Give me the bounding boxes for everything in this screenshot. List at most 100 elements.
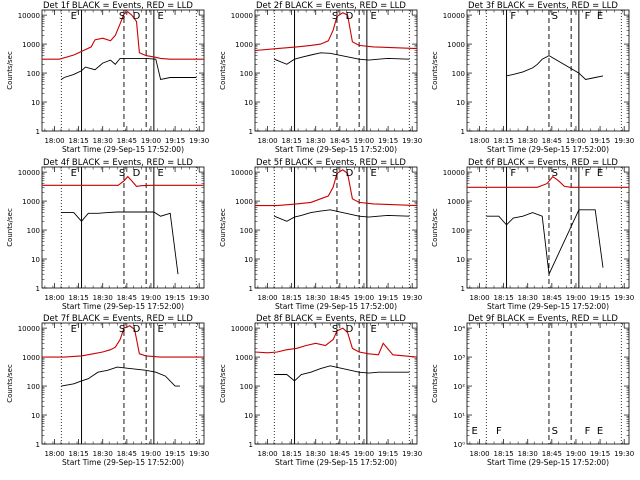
x-tick-label: 19:00	[566, 137, 586, 145]
x-tick-label: 19:30	[189, 137, 209, 145]
plot-frame	[254, 9, 418, 132]
panel-title: Det 7f BLACK = Events, RED = LLD	[43, 314, 193, 324]
y-tick-label: 1000	[447, 198, 465, 206]
y-axis-label: Counts/sec	[6, 51, 14, 90]
x-tick-label: 19:30	[614, 294, 634, 302]
y-axis-label: Counts/sec	[431, 364, 439, 403]
x-tick-label: 19:30	[614, 137, 634, 145]
panel-title: Det 9f BLACK = Events, RED = LLD	[468, 314, 618, 324]
x-tick-label: 18:45	[117, 294, 137, 302]
x-tick-label: 18:00	[469, 294, 489, 302]
lld-series-line	[254, 12, 418, 52]
x-tick-label: 19:15	[590, 137, 610, 145]
y-tick-label: 10000	[443, 169, 465, 177]
x-tick-label: 18:30	[518, 137, 538, 145]
mode-marker: F	[585, 168, 591, 179]
panel-title: Det 6f BLACK = Events, RED = LLD	[468, 158, 618, 168]
mode-marker: E	[71, 168, 77, 179]
x-tick-label: 19:30	[402, 137, 422, 145]
y-axis-label: Counts/sec	[219, 208, 227, 247]
plot-frame	[466, 322, 630, 445]
x-tick-label: 18:15	[69, 137, 89, 145]
x-tick-label: 18:30	[93, 450, 113, 458]
x-tick-label: 19:15	[165, 137, 185, 145]
mode-marker: E	[597, 426, 603, 437]
mode-marker: F	[585, 11, 591, 22]
y-tick-label: 10	[456, 256, 465, 264]
mode-marker: E	[370, 11, 376, 22]
x-tick-label: 18:00	[469, 450, 489, 458]
x-tick-label: 18:15	[494, 294, 514, 302]
x-tick-label: 19:00	[354, 294, 374, 302]
y-tick-label: 1000	[235, 198, 253, 206]
x-axis-label: Start Time (29-Sep-15 17:52:00)	[275, 145, 397, 154]
x-tick-label: 19:30	[189, 450, 209, 458]
x-tick-label: 18:00	[257, 450, 277, 458]
events-series-line	[486, 209, 604, 276]
panel-det-5: Det 5f BLACK = Events, RED = LLD 1 10 100 10…	[219, 158, 422, 311]
y-tick-label: 100	[240, 227, 253, 235]
mode-marker: E	[472, 426, 478, 437]
x-tick-label: 19:30	[189, 294, 209, 302]
x-tick-label: 18:30	[306, 294, 326, 302]
x-axis-label: Start Time (29-Sep-15 17:52:00)	[487, 458, 609, 467]
y-tick-label: 10000	[231, 325, 253, 333]
y-axis-label: Counts/sec	[431, 208, 439, 247]
panel-title: Det 1f BLACK = Events, RED = LLD	[43, 1, 193, 11]
y-tick-label: 1	[36, 128, 40, 136]
x-axis-label: Start Time (29-Sep-15 17:52:00)	[275, 458, 397, 467]
x-tick-label: 19:15	[378, 294, 398, 302]
panel-title: Det 3f BLACK = Events, RED = LLD	[468, 1, 618, 11]
plot-frame	[466, 9, 630, 132]
lld-series-line	[467, 175, 629, 188]
x-tick-label: 18:00	[44, 294, 64, 302]
y-tick-label: 100	[240, 383, 253, 391]
y-tick-label: 10²	[453, 383, 465, 391]
x-tick-label: 19:30	[614, 450, 634, 458]
x-tick-label: 18:45	[330, 294, 350, 302]
x-tick-label: 18:15	[494, 137, 514, 145]
x-tick-label: 19:00	[566, 450, 586, 458]
y-tick-label: 100	[240, 70, 253, 78]
x-tick-label: 18:45	[330, 450, 350, 458]
events-series-line	[274, 209, 410, 222]
y-tick-label: 10¹	[453, 412, 465, 420]
y-axis-label: Counts/sec	[219, 51, 227, 90]
mode-marker: D	[133, 168, 141, 179]
y-tick-label: 10000	[231, 169, 253, 177]
mode-marker: D	[346, 324, 354, 335]
mode-marker: F	[510, 168, 516, 179]
x-tick-label: 19:15	[590, 294, 610, 302]
y-axis-label: Counts/sec	[219, 364, 227, 403]
x-tick-label: 18:30	[306, 137, 326, 145]
x-tick-label: 18:00	[44, 450, 64, 458]
y-axis-label: Counts/sec	[6, 208, 14, 247]
x-tick-label: 19:15	[165, 450, 185, 458]
x-tick-label: 19:15	[590, 450, 610, 458]
panel-det-2: Det 2f BLACK = Events, RED = LLD 1 10 100 10…	[219, 1, 422, 154]
y-tick-label: 1	[249, 441, 253, 449]
mode-marker: D	[133, 11, 141, 22]
mode-marker: D	[133, 324, 141, 335]
events-series-line	[61, 57, 197, 81]
x-tick-label: 18:45	[117, 450, 137, 458]
y-tick-label: 1	[249, 128, 253, 136]
x-tick-label: 18:15	[282, 450, 302, 458]
y-tick-label: 10	[31, 99, 40, 107]
lld-series-line	[255, 169, 418, 207]
x-tick-label: 18:30	[518, 294, 538, 302]
mode-marker: E	[597, 168, 603, 179]
mode-marker: E	[157, 11, 163, 22]
x-tick-label: 18:45	[330, 137, 350, 145]
y-tick-label: 1	[461, 128, 465, 136]
x-axis-label: Start Time (29-Sep-15 17:52:00)	[487, 302, 609, 311]
y-tick-label: 10000	[231, 12, 253, 20]
y-tick-label: 10	[31, 256, 40, 264]
y-tick-label: 1	[461, 285, 465, 293]
y-tick-label: 100	[27, 383, 40, 391]
lld-series-line	[42, 175, 204, 187]
plot-frame	[466, 166, 630, 289]
x-tick-label: 18:45	[542, 450, 562, 458]
x-tick-label: 18:45	[542, 137, 562, 145]
